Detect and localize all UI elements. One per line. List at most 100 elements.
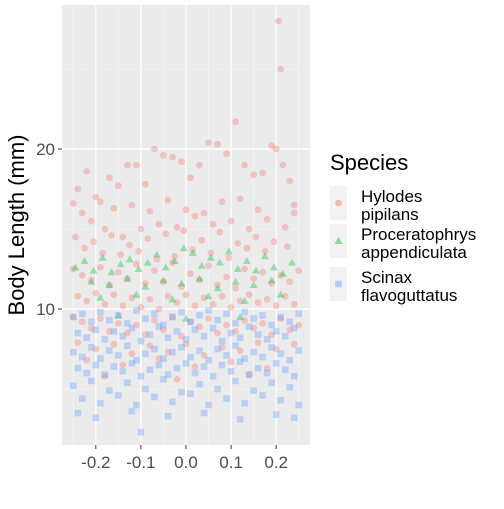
data-point — [135, 248, 143, 255]
data-point — [142, 331, 149, 338]
data-point — [142, 350, 149, 358]
data-point — [69, 313, 77, 321]
data-point — [83, 334, 91, 342]
data-point — [128, 324, 136, 332]
x-tick-label: 0.0 — [174, 453, 198, 472]
data-point — [169, 313, 176, 321]
data-point — [151, 393, 158, 401]
data-point — [115, 312, 122, 319]
data-point — [232, 320, 239, 327]
data-point — [92, 345, 100, 353]
data-point — [155, 305, 163, 313]
points-layer — [69, 17, 303, 436]
data-point — [107, 268, 116, 276]
data-point — [92, 326, 100, 334]
data-point — [87, 217, 95, 225]
data-point — [105, 281, 113, 289]
data-point — [263, 216, 271, 223]
data-point — [97, 400, 104, 407]
data-point — [128, 350, 136, 358]
data-point — [263, 296, 271, 303]
data-point — [74, 185, 82, 193]
data-point — [78, 353, 86, 361]
data-point — [83, 297, 91, 305]
data-point — [276, 290, 285, 298]
data-point — [205, 401, 212, 409]
data-point — [227, 217, 235, 225]
data-point — [144, 235, 152, 243]
data-point — [133, 401, 140, 409]
data-point — [261, 248, 269, 255]
data-point — [236, 297, 244, 305]
data-point — [200, 332, 208, 340]
data-point — [245, 225, 253, 233]
data-point — [187, 390, 194, 398]
data-point — [227, 358, 235, 366]
data-point — [254, 339, 262, 346]
data-point — [259, 312, 266, 319]
data-point — [89, 266, 98, 274]
data-point — [224, 247, 233, 255]
data-point — [69, 382, 77, 390]
data-point — [259, 169, 267, 177]
data-point — [83, 356, 91, 364]
x-tick-label: -0.2 — [81, 453, 110, 472]
data-point — [101, 372, 109, 380]
data-point — [126, 241, 134, 249]
data-point — [142, 315, 149, 322]
data-point — [200, 352, 208, 359]
data-point — [215, 258, 224, 266]
data-point — [137, 372, 145, 380]
data-point — [180, 227, 188, 235]
data-point — [114, 311, 123, 319]
data-point — [164, 292, 172, 300]
data-point — [295, 321, 303, 329]
data-point — [128, 294, 136, 302]
data-point — [105, 328, 113, 335]
data-point — [281, 332, 289, 340]
legend-key-background — [330, 186, 347, 220]
data-point — [160, 355, 167, 362]
data-point — [240, 297, 249, 304]
data-point — [173, 299, 181, 306]
data-point — [160, 152, 167, 159]
data-point — [272, 302, 280, 310]
data-point — [209, 220, 217, 228]
data-point — [160, 376, 167, 383]
data-point — [241, 316, 249, 324]
data-point — [251, 266, 260, 274]
data-point — [178, 283, 185, 290]
data-point — [209, 372, 217, 380]
legend-key-background — [330, 224, 347, 258]
data-point — [119, 332, 127, 340]
data-point — [198, 236, 206, 244]
data-point — [196, 276, 203, 284]
data-point — [171, 252, 179, 260]
data-point — [92, 361, 100, 369]
data-point — [241, 355, 248, 362]
data-point — [200, 409, 208, 417]
data-point — [233, 265, 242, 272]
data-point — [259, 353, 266, 361]
data-point — [159, 276, 168, 284]
data-point — [179, 244, 188, 252]
data-point — [191, 326, 199, 334]
data-point — [160, 326, 167, 334]
data-point — [290, 300, 298, 308]
data-point — [106, 387, 113, 394]
data-point — [69, 348, 77, 356]
data-point — [132, 290, 141, 298]
data-point — [259, 320, 267, 327]
data-point — [178, 158, 185, 166]
data-point — [277, 315, 285, 322]
data-point — [191, 212, 199, 220]
data-point — [295, 310, 303, 318]
data-point — [268, 280, 276, 287]
data-point — [160, 278, 167, 286]
data-point — [277, 65, 285, 73]
data-point — [146, 296, 154, 303]
data-point — [92, 193, 100, 201]
data-point — [205, 315, 212, 322]
data-point — [151, 345, 158, 353]
